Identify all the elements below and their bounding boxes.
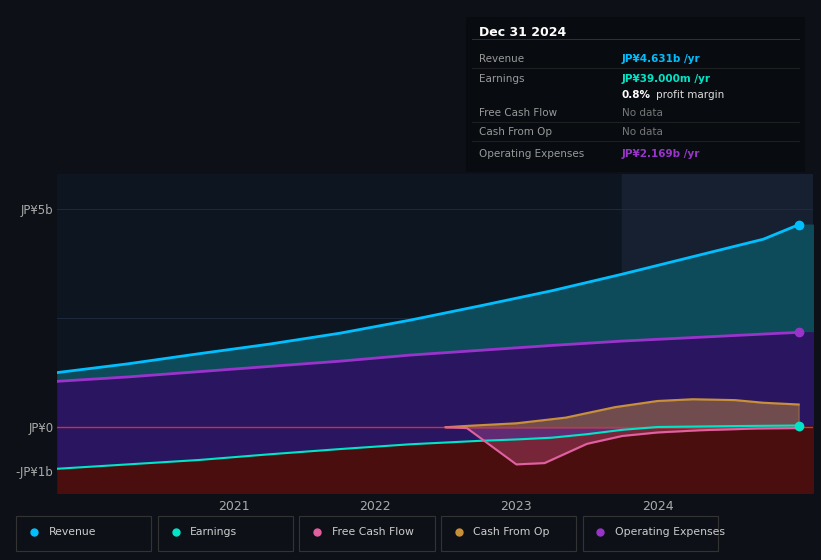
Text: Revenue: Revenue: [48, 528, 96, 538]
Bar: [158, 516, 293, 550]
Text: Dec 31 2024: Dec 31 2024: [479, 26, 566, 39]
Text: Free Cash Flow: Free Cash Flow: [479, 108, 557, 118]
Bar: [16, 516, 151, 550]
Text: profit margin: profit margin: [656, 90, 724, 100]
Text: Revenue: Revenue: [479, 54, 525, 64]
Text: JP¥4.631b /yr: JP¥4.631b /yr: [621, 54, 700, 64]
Bar: [441, 516, 576, 550]
Text: Free Cash Flow: Free Cash Flow: [332, 528, 414, 538]
Bar: [583, 516, 718, 550]
Text: JP¥2.169b /yr: JP¥2.169b /yr: [621, 148, 700, 158]
Text: Operating Expenses: Operating Expenses: [615, 528, 725, 538]
Text: Cash From Op: Cash From Op: [479, 127, 552, 137]
Text: Earnings: Earnings: [479, 74, 525, 84]
Bar: [300, 516, 434, 550]
Text: No data: No data: [621, 127, 663, 137]
Text: No data: No data: [621, 108, 663, 118]
Text: JP¥39.000m /yr: JP¥39.000m /yr: [621, 74, 711, 84]
Bar: [622, 174, 813, 493]
Text: Cash From Op: Cash From Op: [473, 528, 550, 538]
Text: 0.8%: 0.8%: [621, 90, 651, 100]
Text: Operating Expenses: Operating Expenses: [479, 148, 585, 158]
Text: Earnings: Earnings: [190, 528, 237, 538]
